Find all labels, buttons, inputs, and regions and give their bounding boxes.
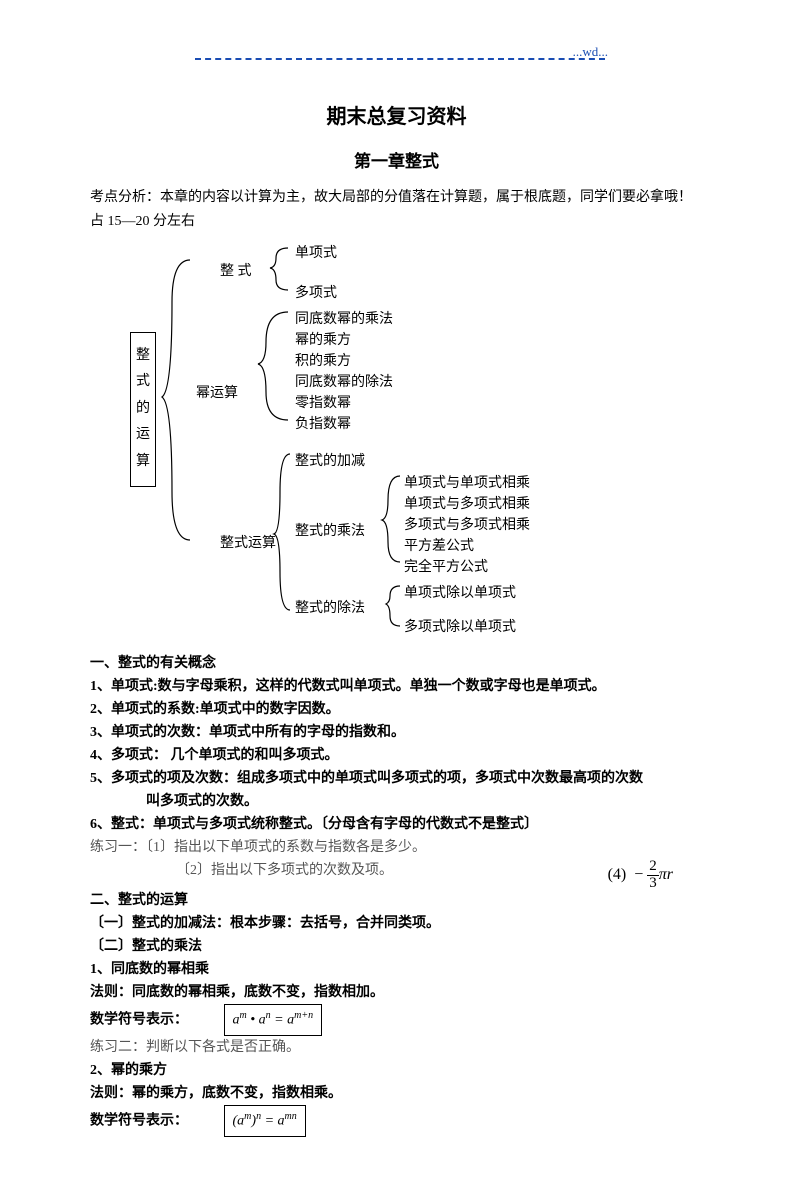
tree-leaf: 整式的乘法 [295,520,365,540]
section-heading: 二、整式的运算 [90,889,703,912]
root-char: 式 [136,369,150,396]
tree-root: 整 式 的 运 算 [130,332,156,487]
definition-line: 1、单项式:数与字母乘积，这样的代数式叫单项式。单独一个数或字母也是单项式。 [90,675,703,698]
root-char: 的 [136,396,150,423]
exercise-line: 练习一：〔1〕指出以下单项式的系数与指数各是多少。 [90,836,703,859]
tree-leaf: 负指数幂 [295,413,351,433]
exercise-line: 练习二：判断以下各式是否正确。 [90,1036,703,1059]
tree-leaf: 多项式除以单项式 [404,616,516,636]
tree-leaf: 同底数幂的乘法 [295,308,393,328]
tree-leaf: 单项式与多项式相乘 [404,493,530,513]
definition-line: 4、多项式： 几个单项式的和叫多项式。 [90,744,703,767]
tree-node: 整 式 [220,260,252,280]
definition-line: 6、整式：单项式与多项式统称整式。〔分母含有字母的代数式不是整式〕 [90,813,703,836]
tree-leaf: 整式的加减 [295,450,365,470]
rule-line: 法则：幂的乘方，底数不变，指数相乘。 [90,1082,703,1105]
definition-line-cont: 叫多项式的次数。 [90,790,703,813]
root-char: 算 [136,449,150,476]
header-dash-line [195,58,605,60]
root-char: 整 [136,343,150,370]
title-sub: 第一章整式 [90,147,703,172]
tree-leaf: 完全平方公式 [404,556,488,576]
formula-box: am • an = am+n [224,1004,323,1036]
rule-line: 法则：同底数的幂相乘，底数不变，指数相加。 [90,981,703,1004]
side-formula: (4) − 23πr [608,859,673,892]
formula-row: 数学符号表示： am • an = am+n [90,1004,703,1036]
rule-line: 1、同底数的幂相乘 [90,958,703,981]
page: ...wd... 期末总复习资料 第一章整式 考点分析：本章的内容以计算为主，故… [0,0,793,1177]
definition-line: 2、单项式的系数:单项式中的数字因数。 [90,698,703,721]
tree-leaf: 单项式 [295,242,337,262]
tree-node: 整式运算 [220,532,276,552]
tree-leaf: 积的乘方 [295,350,351,370]
formula-box: (am)n = amn [224,1105,306,1137]
tree-leaf: 单项式与单项式相乘 [404,472,530,492]
formula-label: 数学符号表示： [90,1114,188,1129]
tree-leaf: 多项式 [295,282,337,302]
intro-paragraph: 考点分析：本章的内容以计算为主，故大局部的分值落在计算题，属于根底题，同学们要必… [90,186,703,234]
root-char: 运 [136,422,150,449]
formula-label: 数学符号表示： [90,1013,188,1028]
subsection-line: 〔二〕整式的乘法 [90,935,703,958]
tree-leaf: 单项式除以单项式 [404,582,516,602]
tree-node: 幂运算 [196,382,238,402]
tree-leaf: 幂的乘方 [295,329,351,349]
tree-braces [90,242,710,642]
tree-leaf: 同底数幂的除法 [295,371,393,391]
formula-row: 数学符号表示： (am)n = amn [90,1105,703,1137]
rule-line: 2、幂的乘方 [90,1059,703,1082]
definition-line: 3、单项式的次数：单项式中所有的字母的指数和。 [90,721,703,744]
content-block: 一、整式的有关概念 1、单项式:数与字母乘积，这样的代数式叫单项式。单独一个数或… [90,652,703,1137]
concept-tree: 整 式 的 运 算 整 式 幂运算 整式运算 单项式 多项式 同底数幂的乘法 幂… [90,242,703,642]
subsection-line: 〔一〕整式的加减法：根本步骤：去括号，合并同类项。 [90,912,703,935]
tree-leaf: 多项式与多项式相乘 [404,514,530,534]
side-formula-label: (4) [608,866,627,883]
title-main: 期末总复习资料 [90,100,703,129]
tree-leaf: 整式的除法 [295,597,365,617]
tree-leaf: 平方差公式 [404,535,474,555]
definition-line: 5、多项式的项及次数：组成多项式中的单项式叫多项式的项，多项式中次数最高项的次数 [90,767,703,790]
section-heading: 一、整式的有关概念 [90,652,703,675]
tree-leaf: 零指数幂 [295,392,351,412]
